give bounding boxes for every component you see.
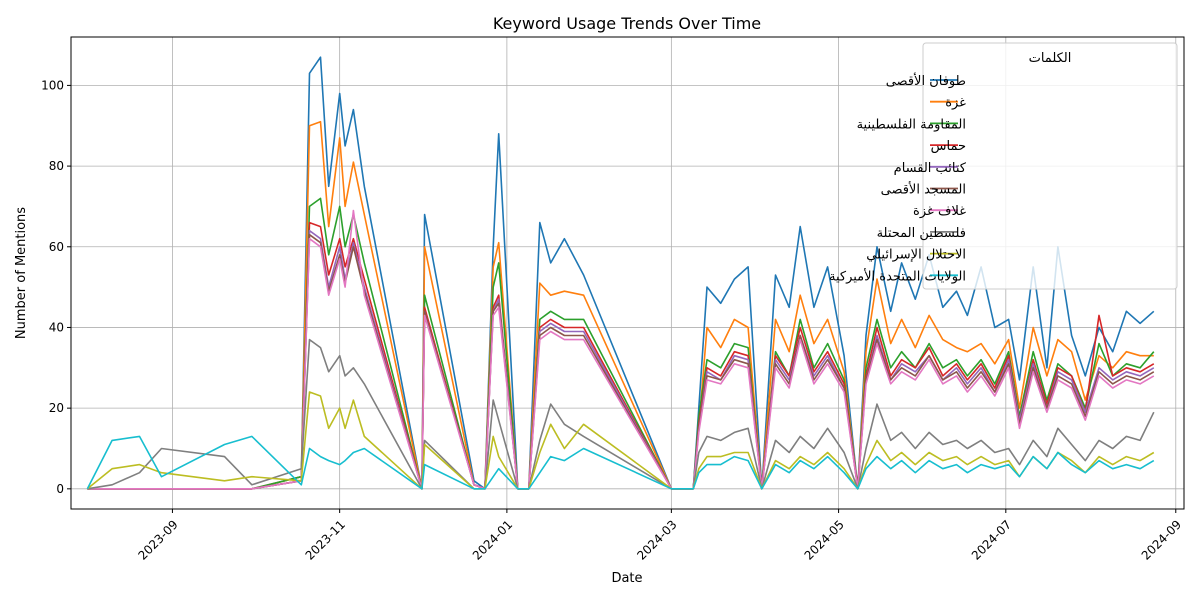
x-tick-label: 2024-05 <box>802 517 847 562</box>
series-line-7 <box>87 209 1155 490</box>
legend-label: المقاومة الفلسطينية <box>857 117 966 132</box>
legend-label: غزة <box>945 96 966 111</box>
series-lines <box>86 56 1155 490</box>
y-axis-label: Number of Mentions <box>14 207 29 339</box>
legend-title: الكلمات <box>1029 51 1072 66</box>
series-line-8 <box>87 338 1155 490</box>
legend-label: الولايات المتحدة الأميركية <box>829 267 966 284</box>
x-axis-label: Date <box>611 571 642 586</box>
x-axis-ticks: 2023-09 2023-11 2024-01 2024-03 2024-05 2024-… <box>135 509 1184 563</box>
x-tick-label: 2023-09 <box>135 517 180 562</box>
y-tick-label: 80 <box>49 159 64 173</box>
y-tick-label: 100 <box>41 78 64 92</box>
y-tick-label: 20 <box>49 401 64 415</box>
x-tick-label: 2024-09 <box>1139 517 1184 562</box>
series-line-2 <box>87 120 1154 490</box>
legend-label: الاحتلال الإسرائيلي <box>866 248 966 263</box>
legend-label: المسجد الأقصى <box>881 181 966 198</box>
chart-title: Keyword Usage Trends Over Time <box>493 14 761 33</box>
legend-label: كتائب القسام <box>894 161 967 176</box>
y-tick-label: 0 <box>56 482 64 496</box>
x-tick-label: 2024-03 <box>634 517 679 562</box>
legend-label: غلاف غزة <box>913 204 966 219</box>
plot-frame <box>70 36 1185 510</box>
y-tick-label: 60 <box>49 240 64 254</box>
x-tick-label: 2024-07 <box>969 517 1014 562</box>
y-tick-label: 40 <box>49 320 64 334</box>
series-line-9 <box>86 391 1155 490</box>
x-tick-label: 2024-01 <box>470 517 515 562</box>
legend-box <box>922 42 1178 290</box>
legend: الكلمات طوفان الأقصى غزة المقاومة الفلسطين… <box>829 42 1178 290</box>
legend-entries: طوفان الأقصى غزة المقاومة الفلسطينية حماس كت… <box>829 72 967 284</box>
legend-label: فلسطين المحتلة <box>877 226 966 241</box>
x-tick-label: 2023-11 <box>303 517 348 562</box>
legend-label: حماس <box>931 139 966 154</box>
series-line-10 <box>86 435 1155 490</box>
series-line-1 <box>87 56 1155 490</box>
legend-label: طوفان الأقصى <box>886 72 966 89</box>
y-axis-ticks: 0 20 40 60 80 100 <box>41 78 71 496</box>
